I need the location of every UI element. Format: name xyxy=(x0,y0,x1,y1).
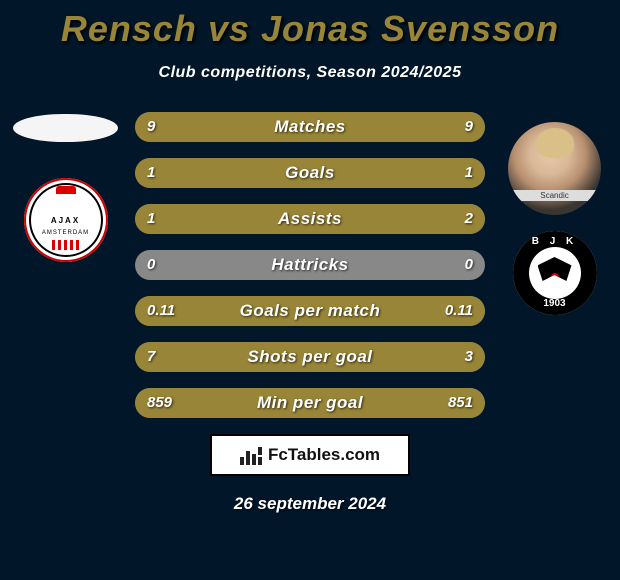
content-area: AMSTERDAM 9Matches91Goals11Assists20Hatt… xyxy=(0,112,620,418)
date-text: 26 september 2024 xyxy=(0,494,620,514)
stat-value-right: 851 xyxy=(448,388,473,418)
stat-row: 0.11Goals per match0.11 xyxy=(135,296,485,326)
stat-row: 7Shots per goal3 xyxy=(135,342,485,372)
player1-name: Rensch xyxy=(61,8,197,49)
player1-photo xyxy=(13,114,118,142)
stat-value-right: 0 xyxy=(465,250,473,280)
chart-icon xyxy=(240,445,262,465)
stat-value-right: 1 xyxy=(465,158,473,188)
stat-label: Assists xyxy=(135,204,485,234)
stat-row: 859Min per goal851 xyxy=(135,388,485,418)
stat-label: Goals per match xyxy=(135,296,485,326)
stat-label: Shots per goal xyxy=(135,342,485,372)
stat-row: 0Hattricks0 xyxy=(135,250,485,280)
stat-row: 1Assists2 xyxy=(135,204,485,234)
stat-label: Goals xyxy=(135,158,485,188)
stat-value-right: 9 xyxy=(465,112,473,142)
stat-value-right: 0.11 xyxy=(445,296,473,326)
player2-club-logo xyxy=(513,231,597,315)
player1-club-logo: AMSTERDAM xyxy=(24,178,108,262)
stat-label: Min per goal xyxy=(135,388,485,418)
player2-photo xyxy=(508,122,601,215)
stats-table: 9Matches91Goals11Assists20Hattricks00.11… xyxy=(135,112,485,418)
player2-name: Jonas Svensson xyxy=(261,8,559,49)
comparison-title: Rensch vs Jonas Svensson xyxy=(0,0,620,50)
stat-row: 1Goals1 xyxy=(135,158,485,188)
subtitle: Club competitions, Season 2024/2025 xyxy=(0,64,620,82)
source-text: FcTables.com xyxy=(268,445,380,465)
stat-value-right: 2 xyxy=(465,204,473,234)
stat-row: 9Matches9 xyxy=(135,112,485,142)
stat-label: Matches xyxy=(135,112,485,142)
source-badge: FcTables.com xyxy=(210,434,410,476)
right-column xyxy=(497,122,612,315)
left-column: AMSTERDAM xyxy=(8,112,123,262)
stat-value-right: 3 xyxy=(465,342,473,372)
stat-label: Hattricks xyxy=(135,250,485,280)
vs-text: vs xyxy=(208,8,250,49)
